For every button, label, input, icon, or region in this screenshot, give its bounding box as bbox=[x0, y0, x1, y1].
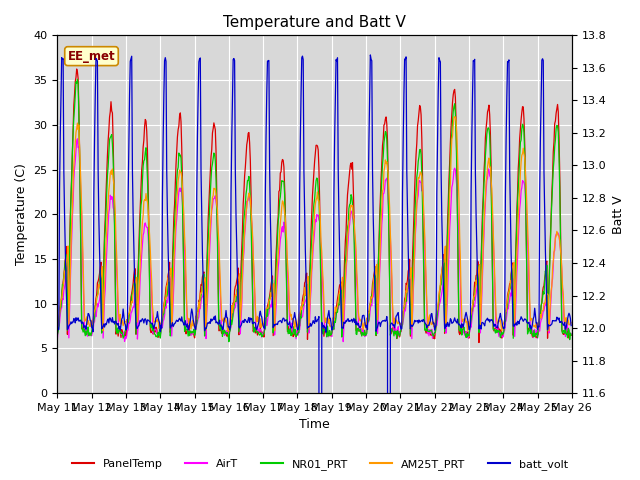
AM25T_PRT bbox=[567, 320, 575, 325]
batt_volt bbox=[567, 323, 575, 328]
Line: PanelTemp: PanelTemp bbox=[58, 69, 571, 343]
NR01_PRT bbox=[168, 270, 176, 276]
AirT bbox=[116, 328, 124, 334]
batt_volt bbox=[377, 320, 385, 326]
AM25T_PRT bbox=[63, 257, 70, 263]
AirT bbox=[168, 315, 176, 321]
batt_volt bbox=[393, 312, 401, 318]
batt_volt bbox=[367, 52, 374, 58]
PanelTemp bbox=[73, 66, 81, 72]
Y-axis label: Batt V: Batt V bbox=[612, 195, 625, 234]
AirT bbox=[196, 306, 204, 312]
AM25T_PRT bbox=[225, 328, 232, 334]
PanelTemp bbox=[116, 328, 124, 334]
Line: AirT: AirT bbox=[58, 139, 571, 342]
NR01_PRT bbox=[225, 339, 233, 345]
AirT bbox=[54, 336, 61, 341]
PanelTemp bbox=[392, 327, 400, 333]
NR01_PRT bbox=[378, 176, 386, 181]
batt_volt bbox=[63, 300, 70, 306]
batt_volt bbox=[54, 324, 61, 330]
Line: NR01_PRT: NR01_PRT bbox=[58, 79, 571, 342]
AirT bbox=[74, 136, 81, 142]
NR01_PRT bbox=[54, 332, 61, 337]
PanelTemp bbox=[196, 297, 204, 302]
AM25T_PRT bbox=[377, 218, 385, 224]
NR01_PRT bbox=[116, 328, 124, 334]
NR01_PRT bbox=[63, 252, 70, 258]
AM25T_PRT bbox=[451, 114, 458, 120]
Legend: PanelTemp, AirT, NR01_PRT, AM25T_PRT, batt_volt: PanelTemp, AirT, NR01_PRT, AM25T_PRT, ba… bbox=[68, 455, 572, 474]
AM25T_PRT bbox=[392, 317, 400, 323]
PanelTemp bbox=[377, 176, 385, 181]
PanelTemp bbox=[54, 328, 61, 334]
PanelTemp bbox=[567, 333, 575, 338]
batt_volt bbox=[116, 324, 124, 330]
AM25T_PRT bbox=[195, 300, 203, 305]
PanelTemp bbox=[168, 260, 176, 265]
batt_volt bbox=[195, 59, 203, 65]
Line: AM25T_PRT: AM25T_PRT bbox=[58, 117, 571, 331]
X-axis label: Time: Time bbox=[300, 419, 330, 432]
NR01_PRT bbox=[196, 298, 204, 304]
AM25T_PRT bbox=[54, 321, 61, 327]
PanelTemp bbox=[63, 243, 70, 249]
AirT bbox=[339, 339, 347, 345]
NR01_PRT bbox=[74, 76, 81, 82]
PanelTemp bbox=[475, 340, 483, 346]
Line: batt_volt: batt_volt bbox=[58, 55, 571, 480]
AirT bbox=[378, 221, 386, 227]
Text: EE_met: EE_met bbox=[68, 49, 115, 63]
NR01_PRT bbox=[567, 332, 575, 338]
AirT bbox=[393, 328, 401, 334]
AM25T_PRT bbox=[116, 318, 124, 324]
Title: Temperature and Batt V: Temperature and Batt V bbox=[223, 15, 406, 30]
AirT bbox=[567, 331, 575, 336]
NR01_PRT bbox=[393, 336, 401, 341]
Y-axis label: Temperature (C): Temperature (C) bbox=[15, 163, 28, 265]
AirT bbox=[63, 269, 70, 275]
AM25T_PRT bbox=[168, 324, 175, 329]
batt_volt bbox=[168, 323, 175, 328]
